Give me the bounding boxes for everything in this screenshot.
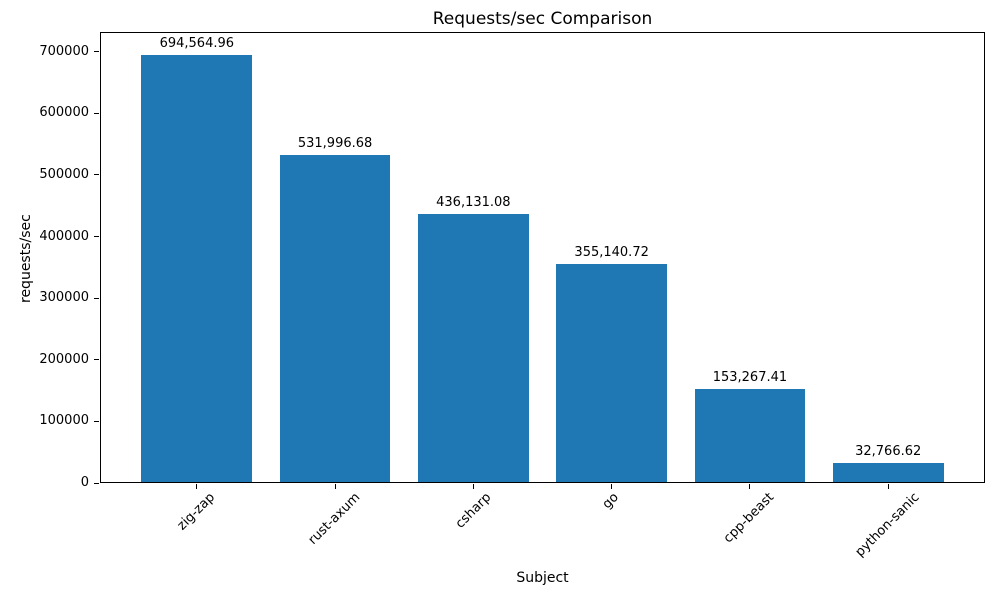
y-tick-mark (94, 482, 99, 484)
x-tick-mark (196, 484, 198, 489)
x-tick-label: zig-zap (174, 490, 219, 534)
bar-value-label: 694,564.96 (159, 36, 235, 52)
chart-title: Requests/sec Comparison (432, 9, 653, 29)
y-tick-label: 300000 (39, 290, 89, 306)
bar (832, 462, 944, 483)
y-tick-mark (94, 359, 99, 361)
bar (279, 155, 391, 483)
x-tick-label: csharp (452, 490, 494, 532)
y-tick-label: 500000 (39, 166, 89, 182)
bar-value-label: 355,140.72 (574, 245, 649, 261)
x-tick-label: python-sanic (852, 490, 923, 560)
y-tick-mark (94, 297, 99, 299)
bar-value-label: 436,131.08 (436, 195, 511, 211)
bar-value-label: 32,766.62 (855, 443, 922, 459)
y-tick-mark (94, 174, 99, 176)
x-tick-label: cpp-beast (721, 490, 778, 547)
y-tick-mark (94, 112, 99, 114)
x-tick-mark (611, 484, 613, 489)
x-tick-label: rust-axum (305, 490, 364, 548)
y-tick-label: 700000 (39, 43, 89, 59)
y-tick-label: 200000 (39, 351, 89, 367)
x-tick-mark (887, 484, 889, 489)
x-axis-label: Subject (516, 570, 569, 586)
y-tick-label: 0 (80, 475, 89, 490)
bar (556, 264, 667, 483)
bar-value-label: 153,267.41 (712, 369, 788, 385)
bar-value-label: 531,996.68 (297, 136, 373, 152)
y-tick-mark (94, 236, 99, 238)
y-tick-label: 100000 (39, 413, 89, 429)
bar (694, 388, 806, 483)
bar (418, 214, 529, 483)
x-tick-mark (472, 484, 474, 489)
bar (141, 55, 253, 483)
y-tick-label: 400000 (39, 228, 89, 244)
y-tick-mark (94, 51, 99, 53)
y-tick-mark (94, 420, 99, 422)
x-tick-mark (334, 484, 336, 489)
x-tick-label: go (600, 490, 623, 513)
x-tick-mark (749, 484, 751, 489)
y-tick-label: 600000 (39, 105, 89, 121)
